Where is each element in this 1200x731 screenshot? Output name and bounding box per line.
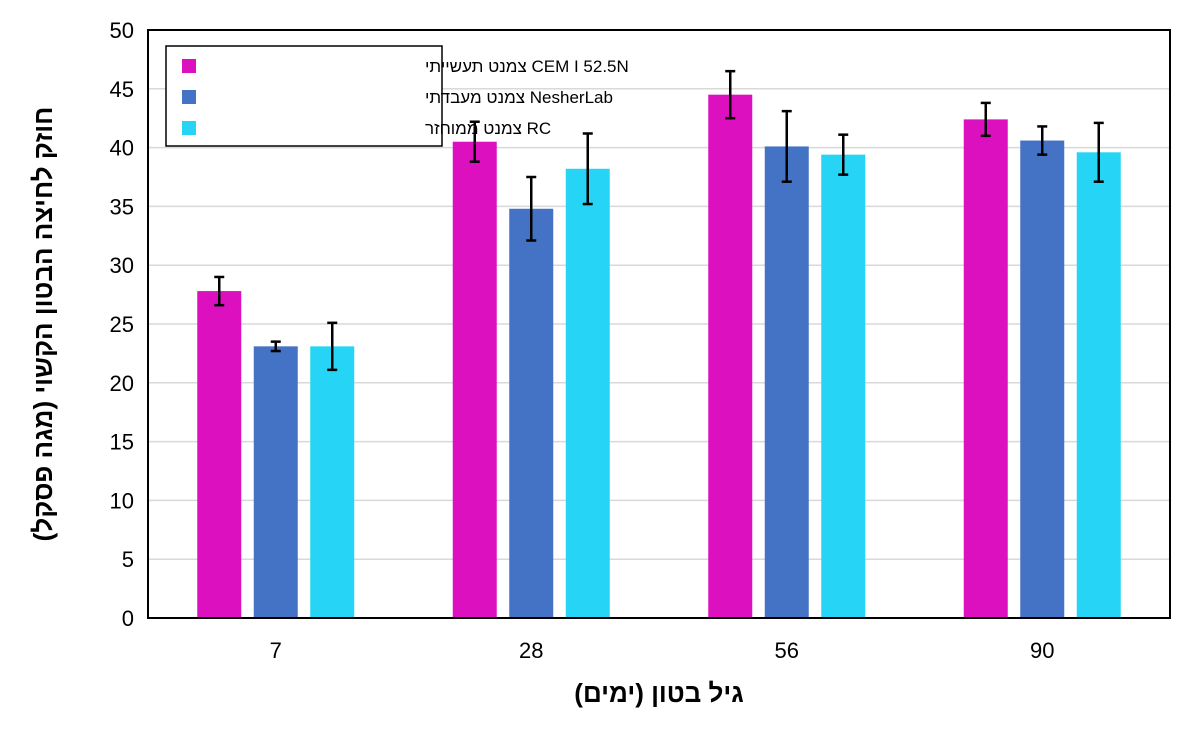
bar <box>253 346 298 618</box>
bars <box>197 94 1121 619</box>
bar <box>565 168 610 618</box>
y-tick-label: 50 <box>110 18 134 43</box>
y-tick-label: 0 <box>122 606 134 631</box>
bar <box>821 154 866 618</box>
error-bar <box>526 175 537 242</box>
legend-items: CEM I 52.5N צמנט תעשייתי NesherLab צמנט מ… <box>182 57 629 138</box>
error-bars <box>214 69 1104 372</box>
y-axis-ticks: 0 5 10 15 20 25 30 35 40 45 50 <box>110 18 134 631</box>
bar <box>509 208 554 618</box>
legend-swatch <box>182 121 196 135</box>
error-bar <box>270 340 281 353</box>
x-axis-ticks: 7 28 56 90 <box>270 638 1055 663</box>
error-bar <box>1037 125 1048 156</box>
x-tick-label: 28 <box>519 638 543 663</box>
bar <box>310 346 355 618</box>
bar <box>963 119 1008 618</box>
gridlines <box>148 88 1170 560</box>
error-bar <box>582 132 593 206</box>
y-tick-label: 15 <box>110 430 134 455</box>
y-tick-label: 35 <box>110 194 134 219</box>
y-axis-title: חוזק לחיצה הבטון הקשוי (מגה פסקל) <box>28 107 58 542</box>
y-tick-label: 45 <box>110 77 134 102</box>
error-bar <box>781 109 792 183</box>
x-tick-label: 90 <box>1030 638 1054 663</box>
error-bar <box>327 321 338 372</box>
error-bar <box>980 101 991 138</box>
bar <box>197 291 242 618</box>
y-tick-label: 20 <box>110 371 134 396</box>
error-bar <box>214 275 225 307</box>
legend-label: CEM I 52.5N צמנט תעשייתי <box>425 57 629 76</box>
y-tick-label: 25 <box>110 312 134 337</box>
error-bar <box>838 133 849 176</box>
error-bar <box>725 69 736 120</box>
bar <box>708 94 753 619</box>
legend-label: NesherLab צמנט מעבדתי <box>425 88 613 107</box>
error-bar <box>469 120 480 163</box>
x-axis-title: גיל בטון (ימים) <box>574 678 743 708</box>
legend: CEM I 52.5N צמנט תעשייתי NesherLab צמנט מ… <box>165 45 629 147</box>
legend-swatch <box>182 59 196 73</box>
y-tick-label: 30 <box>110 253 134 278</box>
y-tick-label: 10 <box>110 488 134 513</box>
plot-frame <box>147 29 1171 619</box>
bar <box>1020 140 1065 618</box>
error-bar <box>1093 121 1104 183</box>
y-tick-label: 40 <box>110 136 134 161</box>
bar <box>764 146 809 618</box>
bar <box>452 141 497 618</box>
bar <box>1076 152 1121 618</box>
legend-label: RC צמנט ממוחזר <box>425 119 551 138</box>
legend-box <box>165 45 443 147</box>
y-tick-label: 5 <box>122 547 134 572</box>
x-tick-label: 56 <box>775 638 799 663</box>
legend-swatch <box>182 90 196 104</box>
x-tick-label: 7 <box>270 638 282 663</box>
